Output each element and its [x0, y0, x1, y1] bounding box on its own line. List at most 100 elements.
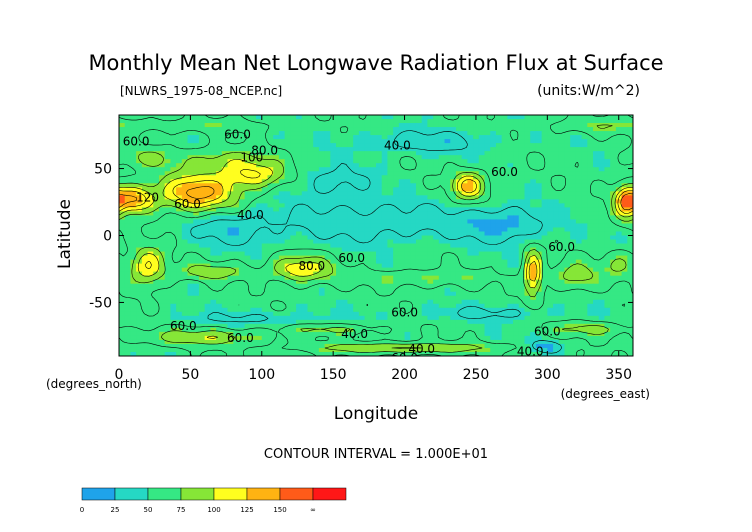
heatmap-cell [233, 307, 240, 313]
heatmap-cell [284, 331, 291, 337]
heatmap-cell [233, 243, 240, 249]
heatmap-cell [164, 295, 171, 301]
heatmap-cell [473, 187, 480, 192]
heatmap-cell [513, 127, 520, 132]
heatmap-cell [593, 151, 600, 156]
heatmap-cell [153, 243, 160, 249]
heatmap-cell [604, 223, 611, 229]
heatmap-cell [370, 283, 377, 289]
heatmap-cell [256, 215, 263, 221]
heatmap-cell [581, 195, 588, 200]
heatmap-cell [376, 175, 383, 180]
heatmap-cell [301, 331, 309, 337]
heatmap-cell [307, 323, 314, 329]
heatmap-cell [421, 143, 428, 148]
heatmap-cell [124, 267, 132, 273]
heatmap-cell [158, 227, 166, 233]
heatmap-cell [490, 191, 497, 196]
heatmap-cell [341, 131, 349, 136]
heatmap-cell [587, 243, 594, 249]
heatmap-cell [524, 287, 531, 293]
heatmap-cell [153, 331, 160, 337]
heatmap-cell [244, 307, 251, 313]
heatmap-cell [421, 203, 428, 208]
heatmap-cell [198, 215, 206, 221]
heatmap-cell [278, 259, 286, 265]
heatmap-cell [598, 263, 606, 269]
heatmap-cell [575, 243, 583, 249]
heatmap-cell [415, 119, 423, 124]
heatmap-cell [136, 147, 143, 152]
heatmap-cell [535, 267, 543, 273]
heatmap-cell [484, 191, 491, 196]
heatmap-cell [490, 275, 497, 281]
heatmap-cell [553, 303, 560, 309]
heatmap-cell [353, 231, 360, 237]
heatmap-cell [313, 331, 320, 337]
heatmap-cell [284, 123, 291, 128]
heatmap-cell [530, 143, 537, 148]
heatmap-cell [284, 283, 291, 289]
heatmap-cell [233, 247, 240, 253]
heatmap-cell [615, 219, 623, 225]
heatmap-cell [570, 243, 577, 249]
heatmap-cell [490, 187, 497, 192]
heatmap-cell [296, 203, 303, 208]
heatmap-cell [524, 247, 531, 253]
heatmap-cell [124, 227, 132, 233]
heatmap-cell [513, 235, 520, 241]
heatmap-cell [513, 319, 520, 325]
heatmap-cell [398, 183, 406, 188]
heatmap-cell [130, 263, 137, 269]
heatmap-cell [261, 251, 269, 257]
heatmap-cell [256, 287, 263, 293]
heatmap-cell [336, 243, 343, 249]
heatmap-cell [421, 247, 428, 253]
heatmap-cell [507, 159, 514, 164]
heatmap-cell [330, 171, 337, 176]
heatmap-cell [301, 323, 309, 329]
heatmap-cell [438, 147, 446, 152]
heatmap-cell [290, 315, 297, 321]
heatmap-cell [307, 187, 314, 192]
heatmap-cell [124, 183, 132, 188]
heatmap-cell [404, 231, 411, 237]
heatmap-cell [461, 211, 468, 217]
heatmap-cell [461, 279, 468, 285]
heatmap-cell [587, 227, 594, 233]
heatmap-cell [404, 183, 411, 188]
heatmap-cell [176, 179, 183, 184]
heatmap-cell [278, 171, 286, 176]
heatmap-cell [347, 275, 354, 281]
heatmap-cell [467, 119, 474, 124]
heatmap-cell [604, 263, 611, 269]
heatmap-cell [621, 275, 628, 281]
heatmap-cell [535, 283, 543, 289]
heatmap-cell [593, 147, 600, 152]
heatmap-cell [273, 199, 280, 204]
heatmap-cell [176, 287, 183, 293]
heatmap-cell [193, 139, 200, 144]
heatmap-cell [455, 191, 463, 196]
heatmap-cell [530, 307, 537, 313]
heatmap-cell [176, 163, 183, 168]
heatmap-cell [450, 235, 457, 241]
heatmap-cell [501, 143, 508, 148]
heatmap-cell [438, 115, 446, 120]
heatmap-cell [484, 299, 491, 305]
heatmap-cell [610, 183, 617, 188]
heatmap-cell [330, 271, 337, 277]
heatmap-cell [558, 319, 566, 325]
heatmap-cell [261, 179, 269, 184]
heatmap-cell [507, 155, 514, 160]
heatmap-cell [119, 283, 126, 289]
heatmap-cell [467, 267, 474, 273]
heatmap-cell [410, 327, 417, 333]
heatmap-cell [535, 179, 543, 184]
heatmap-cell [221, 319, 229, 325]
heatmap-cell [581, 207, 588, 212]
heatmap-cell [490, 143, 497, 148]
heatmap-cell [398, 323, 406, 329]
heatmap-cell [119, 227, 126, 233]
heatmap-cell [364, 187, 371, 192]
